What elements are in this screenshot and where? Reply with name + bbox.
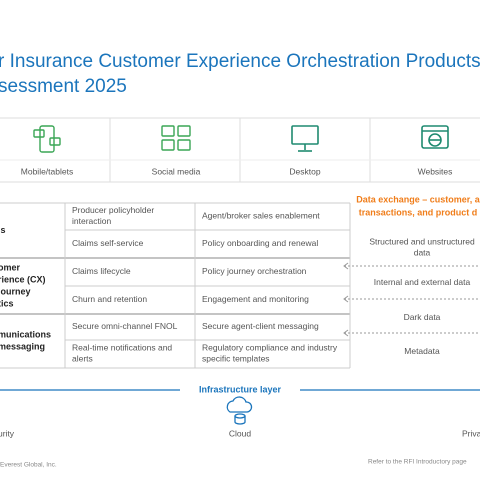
table-cell: Secure agent-client messaging xyxy=(202,321,319,331)
group-label: journey xyxy=(0,286,31,296)
channel-label: Websites xyxy=(418,166,453,176)
group-label: messaging xyxy=(0,341,45,351)
social-icon xyxy=(161,125,191,151)
table-cell: Regulatory compliance and industry specif… xyxy=(202,343,338,364)
infra-item: Cloud xyxy=(229,428,251,438)
data-item: Internal and external data xyxy=(374,277,471,287)
footnote: Refer to the RFI Introductory page xyxy=(368,459,467,466)
mobile-icon xyxy=(33,125,61,153)
infra-item: urity xyxy=(0,428,15,438)
data-exchange-list: Structured and unstructured data Internal … xyxy=(369,237,475,357)
infra-label-bg xyxy=(180,383,300,397)
table-cell: Claims lifecycle xyxy=(72,266,131,276)
table-cell: Real-time notifications and alerts xyxy=(72,343,172,364)
desktop-icon xyxy=(291,125,319,152)
channel-label: Mobile/tablets xyxy=(21,166,73,176)
group-label: munications xyxy=(0,329,51,339)
channel-band xyxy=(0,117,480,183)
infra-item: Priva xyxy=(462,428,480,438)
table-cell: Policy journey orchestration xyxy=(202,266,307,276)
copyright: Everest Global, Inc. xyxy=(0,462,57,469)
table-cell: Engagement and monitoring xyxy=(202,294,309,304)
group-label: ls xyxy=(0,225,6,235)
channel-label: Social media xyxy=(152,166,201,176)
data-exchange-heading: transactions, and product d xyxy=(359,207,478,217)
data-item: Structured and unstructured data xyxy=(369,237,475,258)
group-label: omer xyxy=(0,262,21,272)
table-cell: Producer policyholder interaction xyxy=(72,205,154,226)
infra-title: Infrastructure layer xyxy=(199,384,282,394)
table-cell: Claims self-service xyxy=(72,238,144,248)
table-cell: Churn and retention xyxy=(72,294,147,304)
channel-label: Desktop xyxy=(289,166,320,176)
table-cell: Agent/broker sales enablement xyxy=(202,211,320,221)
data-exchange-heading: Data exchange – customer, a xyxy=(356,194,480,204)
title-line: sessment 2025 xyxy=(0,76,127,97)
cloud-icon xyxy=(226,396,253,425)
table-grid xyxy=(0,202,351,369)
group-label: rience (CX) xyxy=(0,274,46,284)
table-cell: Policy onboarding and renewal xyxy=(202,238,318,248)
title-line: r Insurance Customer Experience Orchestr… xyxy=(0,51,480,72)
data-item: Dark data xyxy=(404,312,441,322)
data-item: Metadata xyxy=(404,346,440,356)
group-label: tics xyxy=(0,298,14,308)
arrows xyxy=(343,262,480,337)
table-cell: Secure omni-channel FNOL xyxy=(72,321,178,331)
website-icon xyxy=(421,125,449,149)
